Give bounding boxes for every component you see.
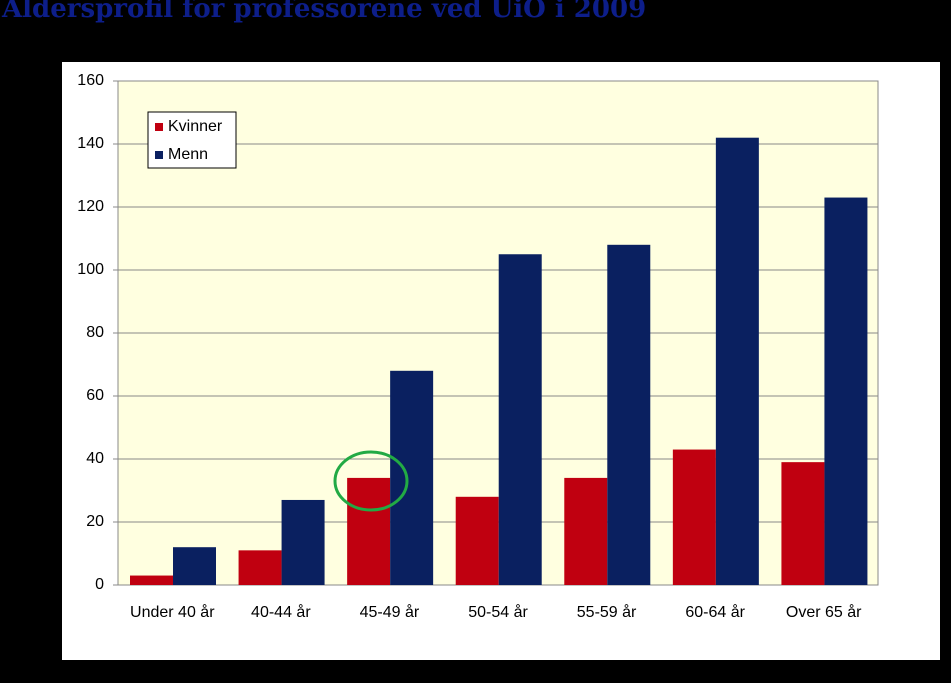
x-tick-label: Over 65 år <box>786 603 862 621</box>
bar <box>498 254 542 585</box>
y-tick-label: 140 <box>77 135 104 152</box>
bar <box>564 477 608 585</box>
bar <box>715 137 759 585</box>
y-tick-label: 120 <box>77 198 104 215</box>
bar <box>130 575 173 585</box>
x-tick-label: 50-54 år <box>468 603 528 621</box>
bar <box>781 462 825 585</box>
y-tick-label: 100 <box>77 261 104 278</box>
bar <box>347 477 391 585</box>
bar <box>390 370 434 585</box>
bar <box>238 550 282 585</box>
y-tick-label: 40 <box>86 450 104 467</box>
layer: 0 20 40 60 80 100 120 140 160 Under 40 år 40-44 år… <box>77 72 878 621</box>
legend-label: Menn <box>168 146 208 163</box>
x-tick-label: 55-59 år <box>577 603 637 621</box>
bar <box>173 547 216 585</box>
x-tick-label: 45-49 år <box>360 603 420 621</box>
y-tick-label: 60 <box>86 387 104 404</box>
x-tick-label: 60-64 år <box>685 603 745 621</box>
y-tick-label: 160 <box>77 72 104 89</box>
x-tick-label: 40-44 år <box>251 603 311 621</box>
bar <box>281 499 325 585</box>
chart-title: Aldersprofil for professorene ved UiO i … <box>1 0 646 24</box>
x-tick-label: Under 40 år <box>130 603 215 621</box>
bar <box>455 496 499 585</box>
highlight-circle <box>333 450 409 512</box>
y-tick-label: 80 <box>86 324 104 341</box>
bar <box>607 244 651 586</box>
legend-swatch <box>155 123 163 131</box>
bar <box>824 197 868 586</box>
y-tick-label: 20 <box>86 513 104 530</box>
bar <box>672 449 716 585</box>
legend-label: Kvinner <box>168 118 223 135</box>
y-tick-label: 0 <box>95 576 104 593</box>
legend-swatch <box>155 151 163 159</box>
